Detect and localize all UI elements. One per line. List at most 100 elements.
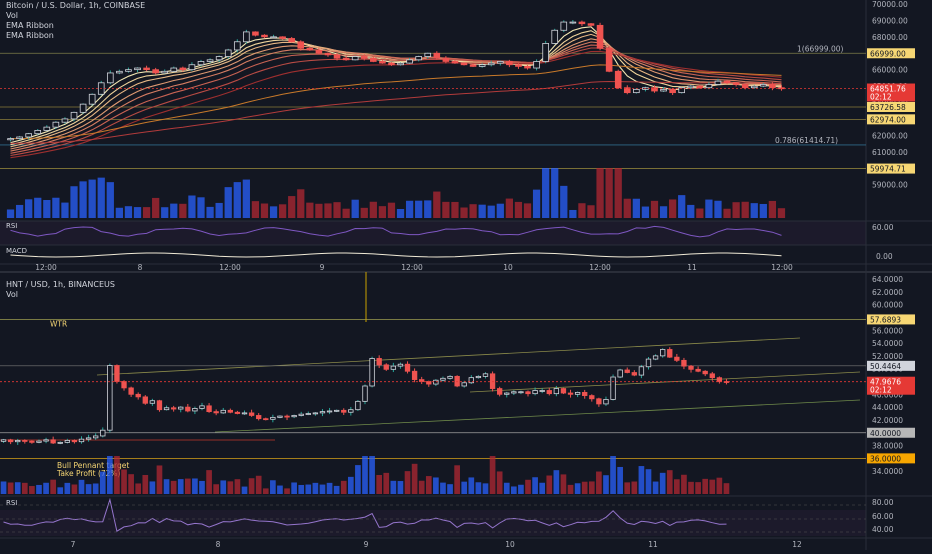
hnt-candle-101 bbox=[716, 377, 723, 382]
hnt-price-tick-15: 34.0000 bbox=[872, 467, 903, 476]
btc-volume-bar-49 bbox=[451, 201, 459, 218]
btc-ema-ribbon-line-5 bbox=[10, 44, 782, 154]
hnt-volume-bar-21 bbox=[149, 481, 156, 494]
hnt-candle-35 bbox=[248, 412, 255, 416]
hnt-volume-bar-12 bbox=[85, 484, 92, 494]
hnt-volume-bar-2 bbox=[14, 482, 21, 494]
hnt-volume-bar-92 bbox=[652, 481, 659, 494]
hnt-candle-45 bbox=[319, 411, 326, 414]
hnt-candle-69 bbox=[489, 373, 496, 389]
hnt-volume-bar-14 bbox=[99, 471, 106, 494]
btc-candle-69 bbox=[633, 88, 640, 94]
btc-candle-54 bbox=[496, 61, 504, 64]
hnt-candle-2 bbox=[15, 440, 21, 443]
btc-legend[interactable]: Bitcoin / U.S. Dollar, 1h, COINBASE Vol … bbox=[6, 1, 145, 41]
btc-candle-32 bbox=[297, 41, 305, 49]
btc-candle-68 bbox=[623, 87, 631, 94]
btc-volume-bar-44 bbox=[405, 200, 414, 218]
hnt-candle-70 bbox=[496, 388, 503, 395]
btc-candle-41 bbox=[379, 61, 386, 64]
hnt-candle-72 bbox=[511, 391, 517, 394]
btc-long-ema-1 bbox=[10, 80, 782, 144]
btc-candle-39 bbox=[360, 56, 368, 59]
hnt-candle-18 bbox=[128, 387, 134, 395]
hnt-volume-bar-3 bbox=[21, 482, 28, 494]
btc-volume-bar-33 bbox=[306, 202, 314, 218]
btc-candle-38 bbox=[351, 56, 359, 61]
hnt-volume-bar-43 bbox=[305, 484, 312, 494]
hnt-volume-bar-4 bbox=[29, 486, 35, 494]
hnt-volume-bar-1 bbox=[7, 482, 14, 494]
hnt-candle-13 bbox=[93, 435, 99, 439]
btc-candle-34 bbox=[315, 49, 323, 54]
btc-volume-bar-71 bbox=[650, 200, 659, 218]
hnt-candle-16 bbox=[114, 365, 120, 382]
hnt-volume-bar-0 bbox=[0, 481, 7, 494]
hnt-candle-52 bbox=[369, 358, 375, 387]
hnt-candle-17 bbox=[121, 381, 127, 389]
hnt-price-tick-5: 54.0000 bbox=[872, 339, 903, 348]
hnt-candle-61 bbox=[433, 379, 439, 385]
btc-volume-bar-15 bbox=[142, 207, 151, 218]
hnt-candle-66 bbox=[468, 377, 474, 384]
btc-candle-13 bbox=[125, 69, 132, 72]
btc-volume-bar-17 bbox=[161, 207, 169, 218]
btc-volume-bar-56 bbox=[514, 201, 523, 218]
hnt-candle-11 bbox=[78, 438, 85, 443]
hnt-candle-98 bbox=[695, 368, 701, 372]
hnt-volume-bar-101 bbox=[716, 477, 723, 494]
hnt-candle-3 bbox=[22, 440, 28, 442]
btc-volume-bar-80 bbox=[732, 202, 740, 218]
btc-candle-37 bbox=[342, 57, 350, 61]
hnt-volume-bar-78 bbox=[553, 470, 560, 494]
hnt-time-label-1: 8 bbox=[216, 540, 221, 549]
hnt-candle-88 bbox=[624, 369, 630, 373]
hnt-price-tag-1-bg bbox=[867, 360, 915, 371]
btc-volume-bar-40 bbox=[369, 201, 377, 218]
hnt-candle-26 bbox=[185, 406, 191, 412]
hnt-volume-bar-88 bbox=[624, 482, 631, 494]
btc-volume-bar-57 bbox=[523, 203, 532, 218]
hnt-price-tick-13: 38.0000 bbox=[872, 442, 903, 451]
hnt-candle-25 bbox=[178, 406, 184, 410]
hnt-candle-10 bbox=[71, 440, 78, 443]
hnt-annotation-tp: Take Profit (72%) bbox=[56, 469, 121, 478]
hnt-time-label-0: 7 bbox=[71, 540, 76, 549]
hnt-volume-bar-70 bbox=[496, 471, 503, 494]
hnt-volume-bar-100 bbox=[709, 479, 716, 494]
btc-volume-bar-2 bbox=[25, 199, 33, 218]
hnt-volume-bar-18 bbox=[128, 474, 134, 494]
btc-volume-bar-61 bbox=[560, 185, 568, 218]
btc-rsi-line bbox=[10, 225, 782, 238]
hnt-candle-94 bbox=[667, 349, 673, 358]
hnt-candle-80 bbox=[567, 392, 574, 395]
btc-price-tick-2: 68000.00 bbox=[872, 33, 908, 42]
hnt-candle-100 bbox=[709, 373, 715, 379]
hnt-volume-bar-47 bbox=[333, 485, 340, 494]
btc-candle-63 bbox=[578, 21, 586, 25]
btc-candle-2 bbox=[25, 133, 32, 138]
btc-volume-bar-45 bbox=[415, 200, 423, 218]
hnt-candle-43 bbox=[305, 413, 311, 415]
hnt-volume-bar-38 bbox=[270, 480, 276, 494]
hnt-volume-bar-53 bbox=[376, 474, 383, 494]
hnt-volume-bar-22 bbox=[156, 465, 163, 494]
hnt-candle-71 bbox=[504, 392, 510, 395]
btc-volume-bar-55 bbox=[505, 198, 513, 218]
hnt-legend[interactable]: HNT / USD, 1h, BINANCEUS Vol bbox=[6, 280, 115, 300]
btc-long-ema-0 bbox=[10, 64, 782, 140]
btc-volume-bar-84 bbox=[768, 200, 777, 218]
btc-candle-47 bbox=[433, 52, 441, 59]
btc-candle-45 bbox=[415, 56, 422, 61]
btc-volume-bar-68 bbox=[623, 198, 631, 218]
btc-candle-73 bbox=[669, 88, 676, 94]
hnt-volume-bar-51 bbox=[362, 456, 368, 494]
btc-candle-76 bbox=[696, 85, 704, 89]
btc-volume-bar-22 bbox=[206, 206, 214, 218]
btc-candle-53 bbox=[487, 62, 495, 66]
hnt-price-tick-6: 52.0000 bbox=[872, 352, 903, 361]
hnt-candle-34 bbox=[241, 412, 248, 415]
btc-price-tick-11: 59000.00 bbox=[872, 181, 908, 190]
hnt-candle-6 bbox=[43, 439, 49, 442]
